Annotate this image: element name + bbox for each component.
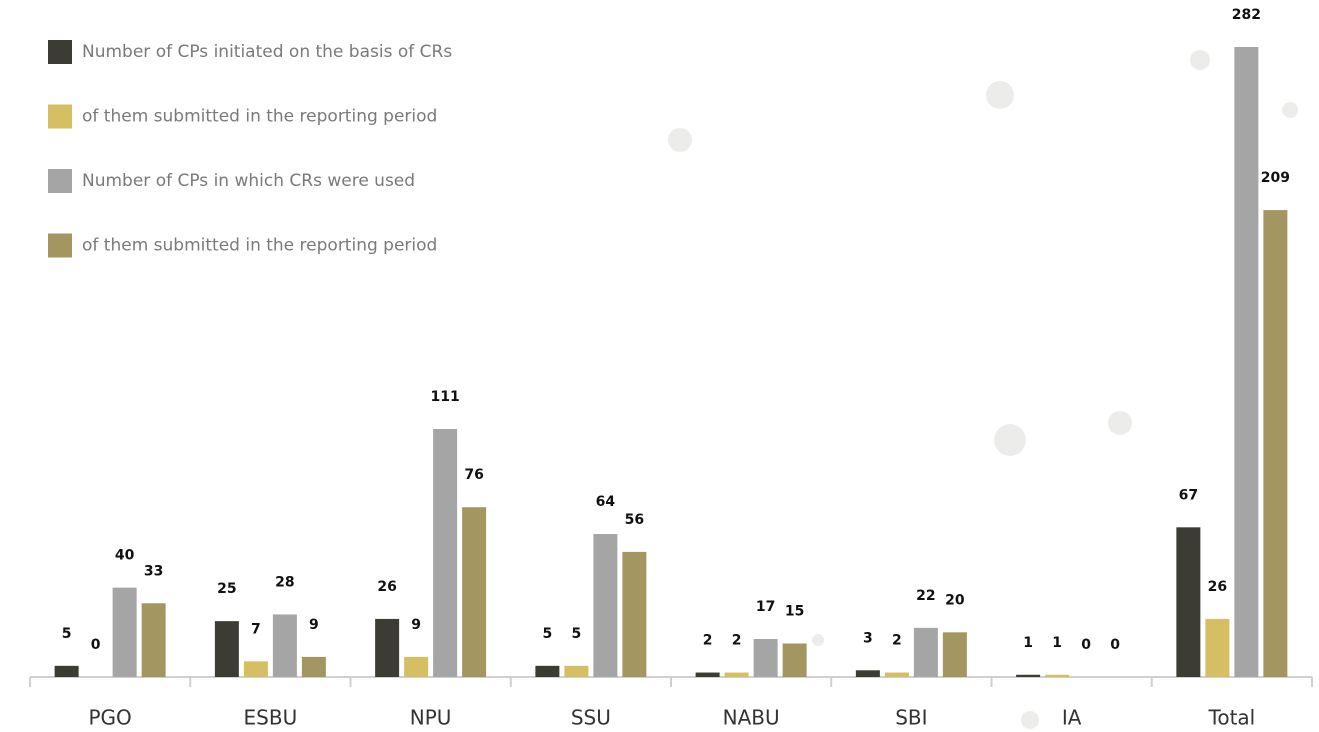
data-label: 67 xyxy=(1179,487,1198,503)
bar xyxy=(564,665,589,677)
data-label: 5 xyxy=(543,626,553,642)
data-label: 1 xyxy=(1023,635,1033,651)
data-label: 7 xyxy=(251,621,261,637)
data-label: 26 xyxy=(1208,579,1227,595)
data-label: 0 xyxy=(1081,637,1091,653)
data-label: 5 xyxy=(62,626,72,642)
x-tick-label: ESBU xyxy=(244,706,298,730)
bar xyxy=(884,672,909,677)
bar xyxy=(301,656,326,677)
bar xyxy=(375,618,400,677)
data-label: 26 xyxy=(377,579,396,595)
data-label: 111 xyxy=(431,389,460,405)
bar xyxy=(593,534,618,677)
data-label: 2 xyxy=(732,633,742,649)
bar xyxy=(243,661,268,677)
x-tick-label: NPU xyxy=(410,706,452,730)
bar xyxy=(913,627,938,677)
bar xyxy=(1205,618,1230,677)
data-label: 40 xyxy=(115,548,135,564)
x-tick-label: Total xyxy=(1208,706,1256,730)
bar xyxy=(54,665,79,677)
bar xyxy=(855,670,880,677)
legend-swatch xyxy=(48,233,72,258)
data-label: 28 xyxy=(275,574,294,590)
data-label: 25 xyxy=(217,581,236,597)
legend-label: Number of CPs initiated on the basis of … xyxy=(82,42,452,62)
data-label: 1 xyxy=(1052,635,1062,651)
bar xyxy=(695,672,720,677)
data-label: 3 xyxy=(863,630,873,646)
bar xyxy=(404,656,429,677)
data-label: 15 xyxy=(785,603,804,619)
bar xyxy=(112,587,137,677)
bar xyxy=(433,429,458,677)
legend-label: Number of CPs in which CRs were used xyxy=(82,171,415,191)
data-label: 5 xyxy=(572,626,582,642)
bar xyxy=(272,614,297,677)
bar xyxy=(1176,527,1201,677)
x-tick-label: NABU xyxy=(723,706,780,730)
bar xyxy=(1016,674,1041,677)
background-splashes xyxy=(668,50,1298,729)
data-label: 17 xyxy=(756,599,775,615)
data-label: 2 xyxy=(703,633,713,649)
data-label: 0 xyxy=(1110,637,1120,653)
bar xyxy=(753,639,778,677)
data-label: 76 xyxy=(464,467,483,483)
bar xyxy=(462,507,487,677)
data-label: 22 xyxy=(916,588,935,604)
data-label: 9 xyxy=(411,617,421,633)
legend-label: of them submitted in the reporting perio… xyxy=(82,236,437,256)
data-label: 0 xyxy=(91,637,101,653)
data-label: 2 xyxy=(892,633,902,649)
bar xyxy=(214,621,239,677)
bar xyxy=(535,665,560,677)
bar xyxy=(1263,210,1288,677)
x-tick-label: PGO xyxy=(88,706,131,730)
data-label: 282 xyxy=(1232,7,1261,23)
legend-label: of them submitted in the reporting perio… xyxy=(82,107,437,127)
data-label: 33 xyxy=(144,563,163,579)
data-label: 209 xyxy=(1261,170,1290,186)
data-label: 56 xyxy=(625,512,644,528)
x-tick-label: SBI xyxy=(895,706,927,730)
legend-swatch xyxy=(48,169,72,193)
bar xyxy=(724,672,749,677)
data-label: 64 xyxy=(596,494,616,510)
bar xyxy=(1234,47,1259,677)
x-tick-label: SSU xyxy=(571,706,611,730)
data-label: 20 xyxy=(945,592,965,608)
bar xyxy=(1045,674,1070,677)
legend-swatch xyxy=(48,40,72,64)
legend-swatch xyxy=(48,104,72,129)
bar xyxy=(942,632,967,677)
bar xyxy=(622,551,647,677)
bar xyxy=(782,643,807,677)
data-label: 9 xyxy=(309,617,319,633)
bar xyxy=(141,603,166,677)
x-tick-label: IA xyxy=(1062,706,1082,730)
